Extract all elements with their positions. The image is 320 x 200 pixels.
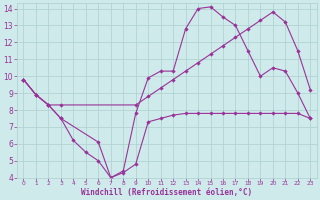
X-axis label: Windchill (Refroidissement éolien,°C): Windchill (Refroidissement éolien,°C) [81, 188, 252, 197]
